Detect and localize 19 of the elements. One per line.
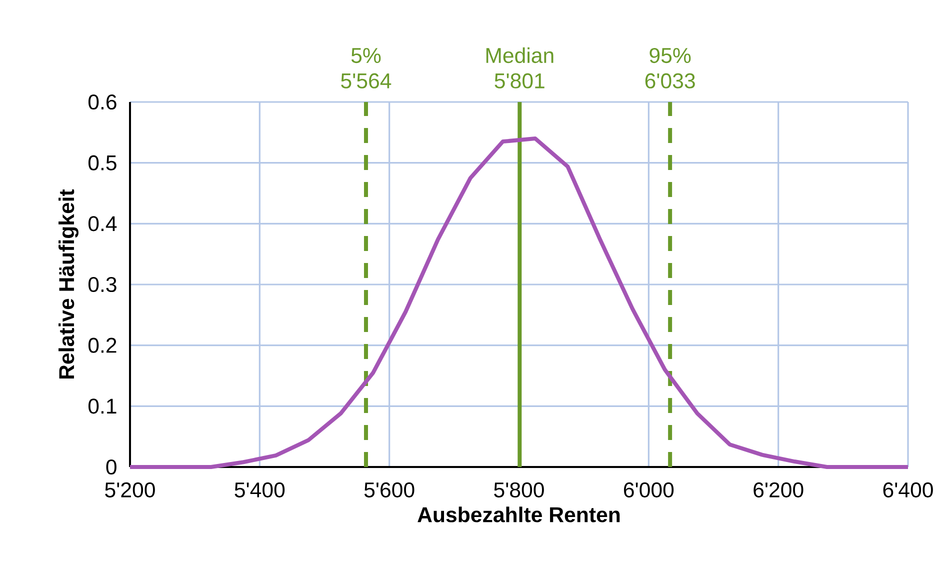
y-axis-title: Relative Häufigkeit xyxy=(58,189,78,379)
x-tick-label: 5'800 xyxy=(494,482,544,498)
x-tick-label: 6'400 xyxy=(883,482,933,498)
y-tick-label: 0.1 xyxy=(88,398,116,414)
ref-line-label: 5% 5'564 xyxy=(341,48,392,88)
y-tick-label: 0.5 xyxy=(88,155,116,170)
x-tick-label: 6'200 xyxy=(754,482,804,498)
x-tick-label: 5'400 xyxy=(234,482,285,498)
x-tick-label: 5'600 xyxy=(364,482,414,498)
y-tick-label: 0.6 xyxy=(88,94,116,110)
x-tick-label: 6'000 xyxy=(624,482,674,498)
x-axis-title: Ausbezahlte Renten xyxy=(418,506,620,522)
x-tick-label: 5'200 xyxy=(105,482,155,498)
y-tick-label: 0.4 xyxy=(88,216,117,232)
y-tick-label: 0.3 xyxy=(88,276,116,292)
y-tick-label: 0.2 xyxy=(88,338,116,353)
ref-line-label: 95% 6'033 xyxy=(645,48,695,88)
ref-line-label: Median 5'801 xyxy=(486,47,554,88)
y-tick-label: 0 xyxy=(106,459,116,475)
